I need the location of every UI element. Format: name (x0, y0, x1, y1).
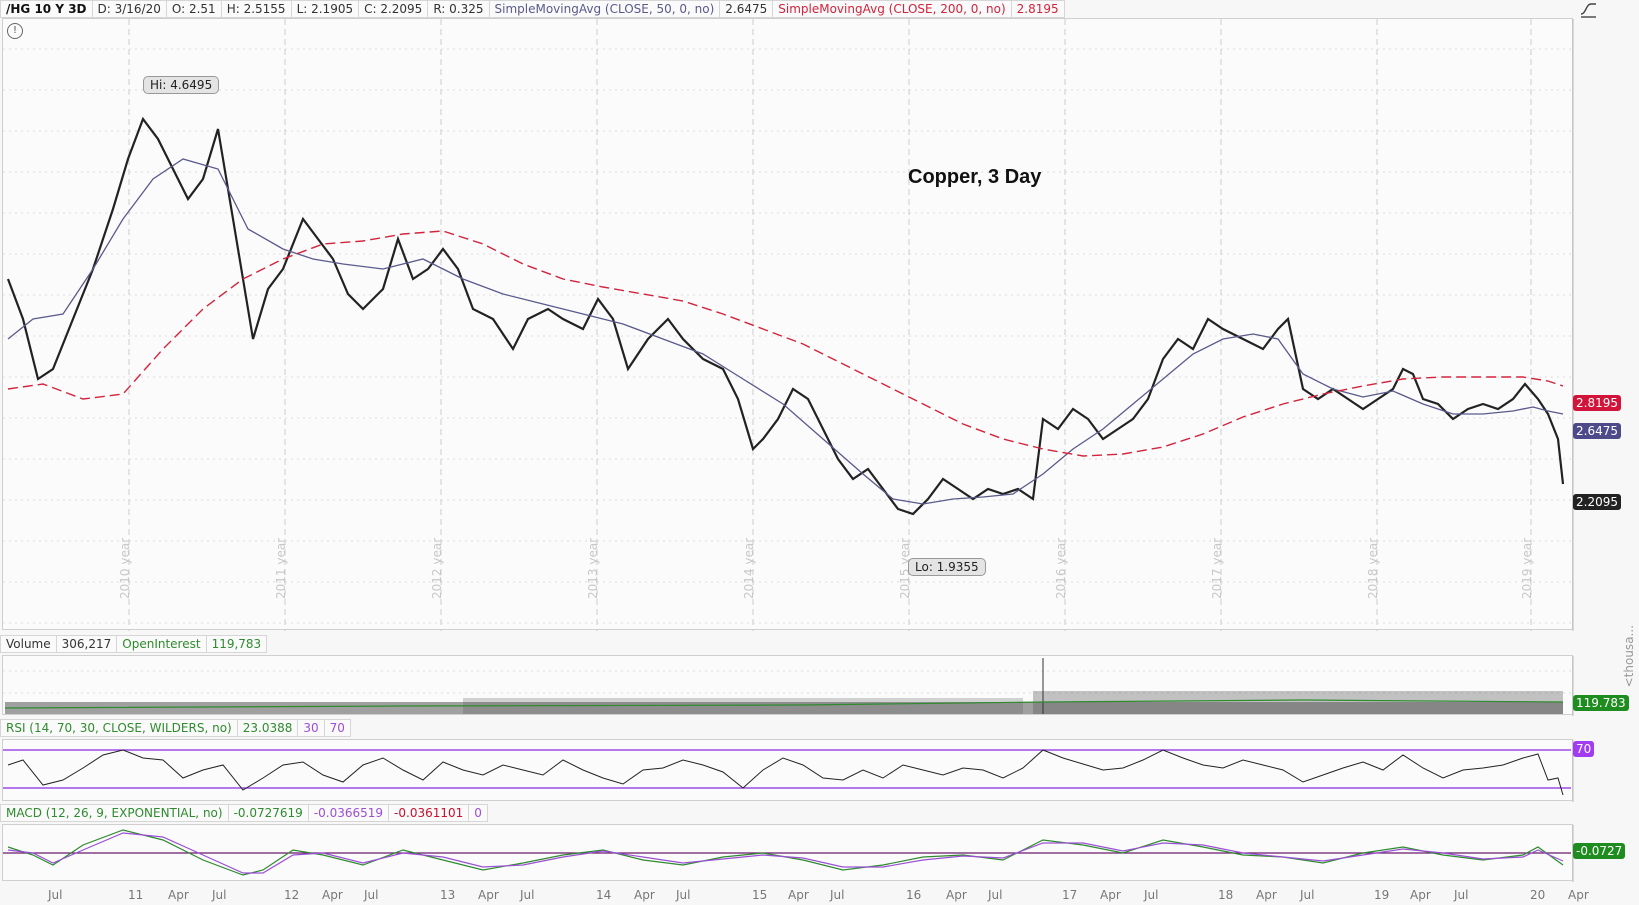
svg-text:Apr: Apr (1256, 888, 1277, 902)
svg-text:Apr: Apr (1568, 888, 1589, 902)
volume-label[interactable]: Volume (0, 635, 57, 653)
macd-avg: -0.0366519 (308, 804, 390, 822)
price-chart: 2010 year 2011 year 2012 year 2013 year … (3, 19, 1603, 631)
svg-text:2016 year: 2016 year (1054, 538, 1068, 599)
svg-text:2018 year: 2018 year (1366, 538, 1380, 599)
chart-title: Copper, 3 Day (908, 166, 1042, 188)
sma200-value: 2.8195 (1011, 0, 1065, 18)
svg-text:2013 year: 2013 year (586, 538, 600, 599)
svg-text:Jul: Jul (1453, 888, 1468, 902)
svg-text:Jul: Jul (47, 888, 62, 902)
macd-legend-bar: MACD (12, 26, 9, EXPONENTIAL, no) -0.072… (0, 804, 488, 822)
year-labels: 2010 year 2011 year 2012 year 2013 year … (118, 538, 1534, 599)
sma200-line (7, 230, 1564, 457)
svg-text:Apr: Apr (168, 888, 189, 902)
svg-text:Jul: Jul (987, 888, 1002, 902)
svg-text:2010 year: 2010 year (118, 538, 132, 599)
svg-text:18: 18 (1218, 888, 1233, 902)
range-value: R: 0.325 (428, 0, 490, 18)
rsi-pane[interactable]: 50 25 (2, 739, 1591, 803)
svg-text:2017 year: 2017 year (1210, 538, 1224, 599)
macd-label[interactable]: MACD (12, 26, 9, EXPONENTIAL, no) (0, 804, 229, 822)
svg-text:Apr: Apr (1410, 888, 1431, 902)
svg-text:Jul: Jul (675, 888, 690, 902)
svg-text:Jul: Jul (1143, 888, 1158, 902)
svg-text:Apr: Apr (478, 888, 499, 902)
open-value: O: 2.51 (166, 0, 222, 18)
price-series (6, 116, 1565, 516)
macd-pane[interactable]: 0 -0.25 (2, 824, 1607, 884)
svg-text:Jul: Jul (519, 888, 534, 902)
lo-callout: Lo: 1.9355 (908, 558, 986, 576)
hi-callout: Hi: 4.6495 (143, 76, 220, 94)
info-icon[interactable]: ! (7, 23, 23, 39)
svg-text:2012 year: 2012 year (430, 538, 444, 599)
svg-text:Apr: Apr (634, 888, 655, 902)
price-pane[interactable]: 2010 year 2011 year 2012 year 2013 year … (2, 18, 1603, 631)
high-value: H: 2.5155 (221, 0, 292, 18)
sma50-label[interactable]: SimpleMovingAvg (CLOSE, 50, 0, no) (489, 0, 721, 18)
svg-text:2011 year: 2011 year (274, 538, 288, 599)
svg-text:Apr: Apr (322, 888, 343, 902)
rsi-label[interactable]: RSI (14, 70, 30, CLOSE, WILDERS, no) (0, 719, 238, 737)
svg-text:Apr: Apr (1100, 888, 1121, 902)
volume-pane[interactable]: 500 250 (2, 655, 1599, 716)
svg-text:Apr: Apr (946, 888, 967, 902)
sma200-label[interactable]: SimpleMovingAvg (CLOSE, 200, 0, no) (773, 0, 1012, 18)
svg-text:2015 year: 2015 year (898, 538, 912, 599)
close-value: C: 2.2095 (359, 0, 429, 18)
sma50-line (7, 158, 1564, 505)
volume-chart: 500 250 (3, 656, 1599, 716)
macd-diff: -0.0361101 (389, 804, 470, 822)
svg-text:2014 year: 2014 year (742, 538, 756, 599)
date-value: D: 3/16/20 (92, 0, 167, 18)
rsi-low: 30 (298, 719, 325, 737)
price-legend-bar: /HG 10 Y 3D D: 3/16/20 O: 2.51 H: 2.5155… (0, 0, 1065, 18)
volume-units-label: <thousa... (1622, 625, 1636, 688)
svg-text:14: 14 (596, 888, 611, 902)
time-axis[interactable]: Jul 11 Apr Jul 12 Apr Jul 13 Apr Jul 14 Apr Jul 1… (0, 882, 1639, 905)
sma200-badge: 2.8195 (1573, 395, 1621, 411)
svg-text:Apr: Apr (788, 888, 809, 902)
volume-legend-bar: Volume 306,217 OpenInterest 119,783 (0, 635, 268, 653)
macd-chart: 0 -0.25 (3, 825, 1607, 884)
rsi-70-badge: 70 (1573, 741, 1595, 757)
open-interest-label[interactable]: OpenInterest (117, 635, 207, 653)
low-value: L: 2.1905 (291, 0, 360, 18)
macd-badge: -0.0727 (1573, 843, 1626, 859)
rsi-value: 23.0388 (237, 719, 299, 737)
sma50-badge: 2.6475 (1573, 423, 1621, 439)
svg-text:Jul: Jul (363, 888, 378, 902)
svg-text:2019 year: 2019 year (1520, 538, 1534, 599)
open-interest-value: 119,783 (206, 635, 268, 653)
open-interest-badge: 119.783 (1573, 695, 1629, 711)
svg-text:Jul: Jul (1299, 888, 1314, 902)
svg-text:17: 17 (1062, 888, 1077, 902)
volume-value: 306,217 (56, 635, 118, 653)
drawing-tool-icon[interactable] (1578, 0, 1600, 18)
macd-zero: 0 (469, 804, 488, 822)
macd-value: -0.0727619 (228, 804, 309, 822)
rsi-high: 70 (324, 719, 351, 737)
svg-text:Jul: Jul (211, 888, 226, 902)
svg-text:19: 19 (1374, 888, 1389, 902)
svg-text:12: 12 (284, 888, 299, 902)
close-badge: 2.2095 (1573, 494, 1621, 510)
rsi-chart: 50 25 (3, 740, 1591, 803)
svg-text:13: 13 (440, 888, 455, 902)
svg-text:20: 20 (1530, 888, 1545, 902)
symbol-label[interactable]: /HG 10 Y 3D (0, 0, 93, 18)
svg-text:Jul: Jul (829, 888, 844, 902)
svg-text:15: 15 (752, 888, 767, 902)
svg-text:16: 16 (906, 888, 921, 902)
rsi-legend-bar: RSI (14, 70, 30, CLOSE, WILDERS, no) 23.… (0, 719, 351, 737)
sma50-value: 2.6475 (720, 0, 774, 18)
svg-text:11: 11 (128, 888, 143, 902)
